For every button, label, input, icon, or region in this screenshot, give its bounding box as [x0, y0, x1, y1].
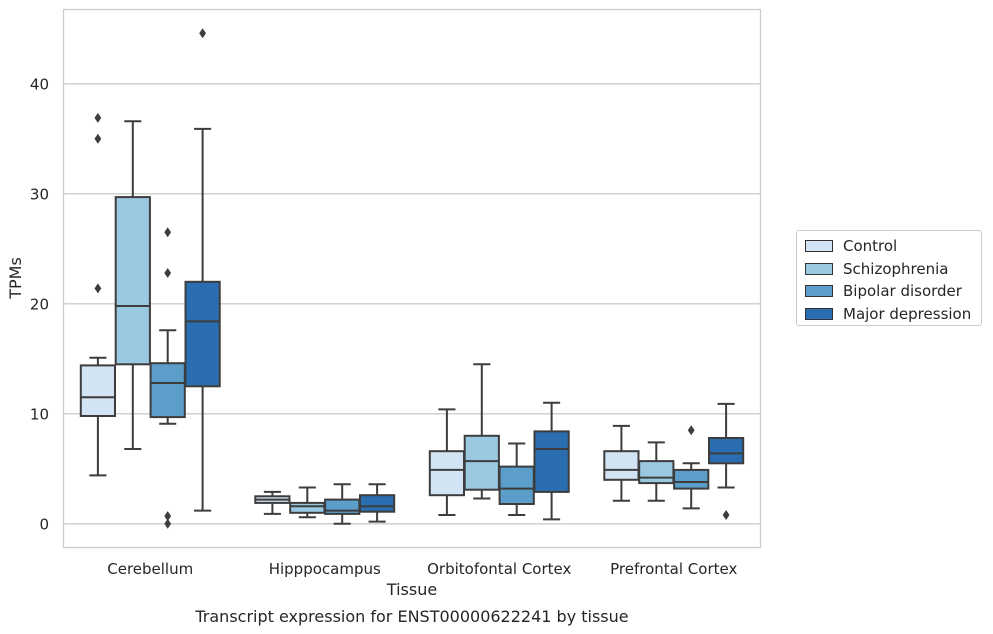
outlier-point: [94, 112, 102, 123]
y-tick-label: 40: [30, 75, 49, 93]
box-schizophrenia: [114, 120, 151, 450]
outlier-point: [199, 28, 206, 39]
box-schizophrenia: [638, 441, 675, 502]
box-bipolar-disorder: [673, 425, 710, 510]
y-tick-label: 20: [30, 295, 49, 313]
plot-area-frame: [62, 8, 762, 549]
box-bipolar-disorder: [149, 227, 186, 529]
box-iqr: [673, 468, 710, 490]
box-control: [603, 424, 640, 502]
outlier-point: [164, 268, 172, 278]
legend-item: Schizophrenia: [805, 258, 973, 281]
box-iqr: [149, 362, 186, 419]
box-iqr: [428, 450, 466, 497]
box-iqr: [79, 364, 117, 417]
y-tick-label: 0: [39, 515, 49, 533]
box-control: [254, 490, 291, 515]
box-control: [79, 356, 117, 477]
legend-swatch: [805, 262, 833, 275]
legend-label: Control: [843, 237, 898, 256]
x-tick-label: Prefrontal Cortex: [610, 560, 737, 578]
outliers-group: [94, 112, 102, 294]
outlier-point: [164, 511, 172, 522]
box-iqr: [707, 437, 745, 465]
chart-caption: Transcript expression for ENST0000062224…: [194, 607, 628, 626]
box-iqr: [114, 196, 151, 366]
outlier-point: [94, 133, 102, 144]
box-schizophrenia: [463, 363, 500, 500]
x-tick-label: Orbitofontal Cortex: [427, 560, 571, 578]
box-bipolar-disorder: [324, 483, 361, 525]
x-axis-ticks: Cerebellum Hipppocampus Orbitofontal Corte…: [107, 560, 737, 578]
box-iqr: [603, 450, 640, 481]
box-major-depression: [358, 483, 396, 523]
outlier-point: [164, 227, 172, 238]
legend-label: Bipolar disorder: [843, 282, 962, 301]
box-iqr: [638, 460, 675, 485]
box-groups: [79, 28, 745, 529]
box-iqr: [498, 465, 535, 506]
box-iqr: [533, 430, 570, 493]
box-control: [428, 408, 466, 516]
legend-swatch: [805, 307, 833, 320]
box-bipolar-disorder: [498, 442, 535, 516]
legend: Control Schizophrenia Bipolar disorder Majo…: [796, 230, 982, 326]
y-tick-label: 10: [30, 405, 49, 423]
y-tick-label: 30: [30, 185, 49, 203]
box-major-depression: [184, 28, 221, 512]
box-iqr: [324, 498, 361, 515]
x-tick-label: Hipppocampus: [269, 560, 381, 578]
legend-item: Control: [805, 235, 973, 258]
x-axis-label: Tissue: [386, 580, 437, 599]
box-iqr: [358, 494, 396, 513]
outlier-point: [94, 283, 102, 294]
box-iqr: [463, 434, 500, 491]
box-major-depression: [707, 402, 745, 520]
outlier-point: [164, 518, 172, 529]
legend-label: Major depression: [843, 304, 972, 323]
x-tick-label: Cerebellum: [107, 560, 193, 578]
legend-swatch: [805, 240, 833, 253]
box-iqr: [184, 280, 221, 388]
box-iqr: [289, 501, 326, 514]
legend-swatch: [805, 285, 833, 298]
y-axis-label: TPMs: [6, 257, 25, 300]
outlier-point: [722, 510, 730, 520]
y-axis-ticks: 0 10 20 30 40: [30, 75, 49, 533]
box-schizophrenia: [289, 486, 326, 519]
legend-item: Major depression: [805, 303, 973, 326]
legend-label: Schizophrenia: [843, 259, 949, 278]
legend-item: Bipolar disorder: [805, 280, 973, 303]
box-major-depression: [533, 401, 570, 521]
outlier-point: [687, 425, 695, 436]
